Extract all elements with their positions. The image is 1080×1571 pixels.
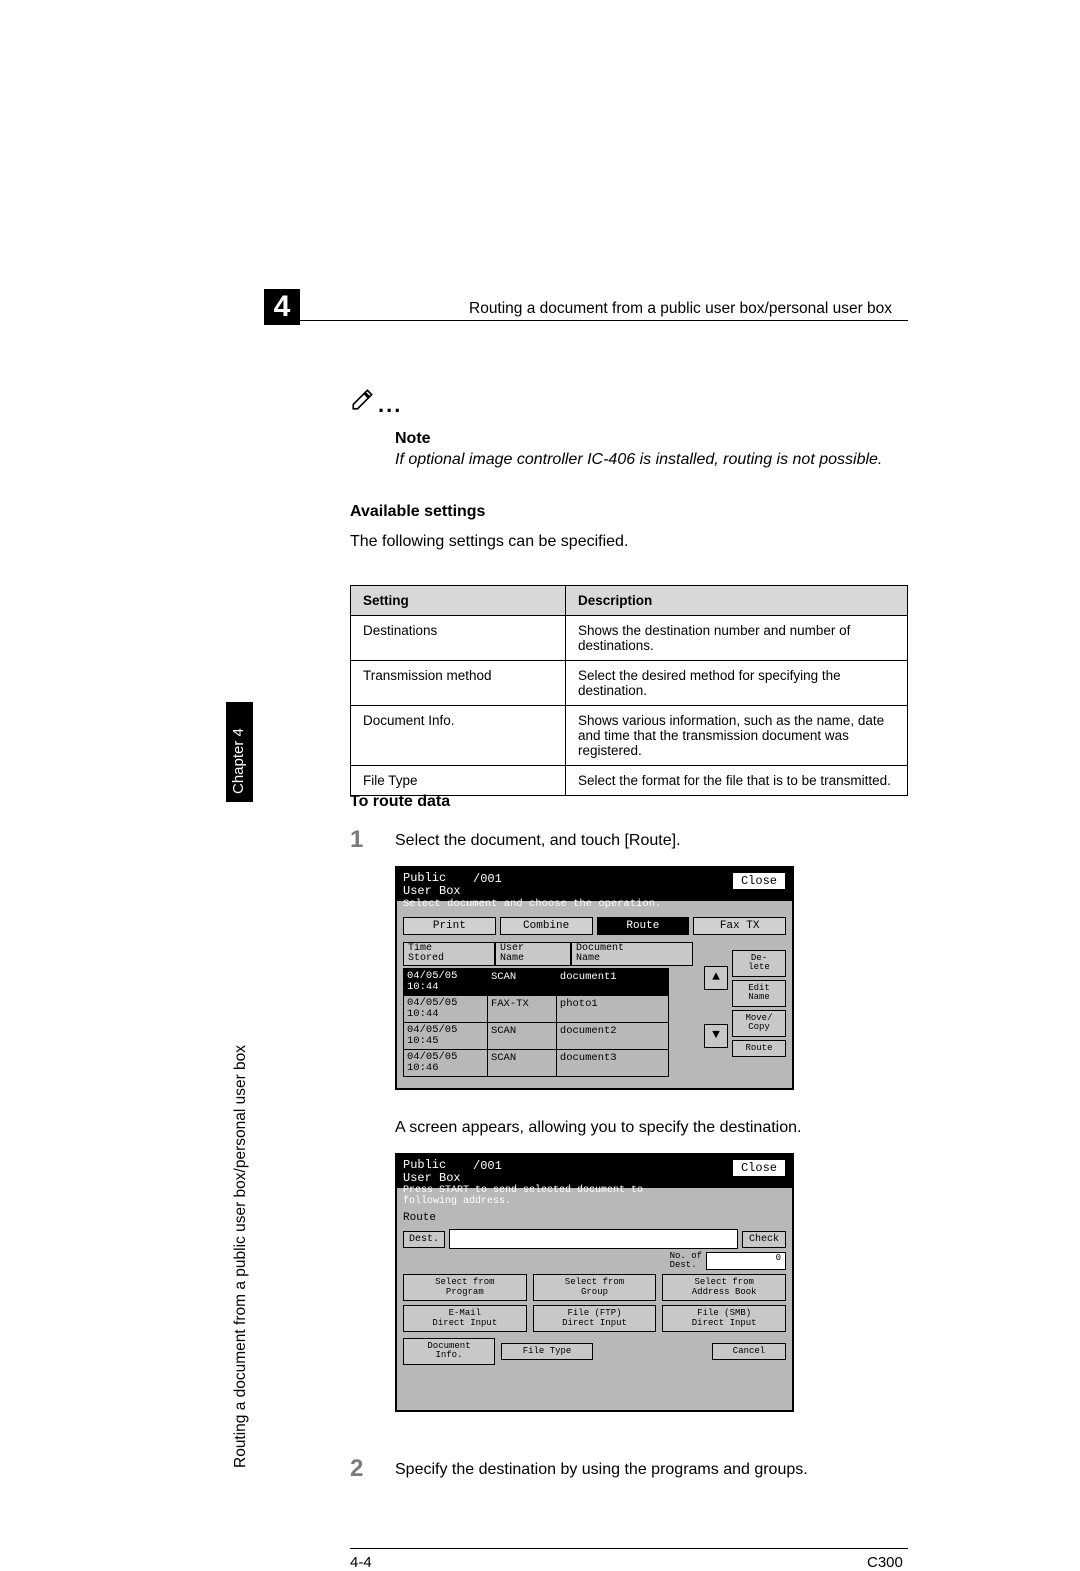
- route-heading: To route data: [350, 793, 450, 811]
- dest-field[interactable]: [449, 1229, 738, 1249]
- tab-combine[interactable]: Combine: [500, 917, 593, 935]
- chapter-tab: Chapter 4: [226, 702, 253, 802]
- document-info-button[interactable]: Document Info.: [403, 1338, 495, 1365]
- route-section-label: Route: [397, 1210, 792, 1226]
- step-2-number: 2: [350, 1455, 363, 1483]
- edit-name-button[interactable]: Edit Name: [732, 980, 786, 1007]
- select-from-group-button[interactable]: Select from Group: [533, 1274, 657, 1301]
- close-button[interactable]: Close: [732, 1159, 786, 1177]
- note-icon: [350, 386, 376, 417]
- cancel-button[interactable]: Cancel: [712, 1343, 786, 1360]
- step-1-text: Select the document, and touch [Route].: [395, 832, 681, 850]
- delete-button[interactable]: De- lete: [732, 950, 786, 977]
- chapter-number: 4: [264, 289, 300, 325]
- ftp-direct-input-button[interactable]: File (FTP) Direct Input: [533, 1305, 657, 1332]
- available-intro: The following settings can be specified.: [350, 533, 628, 551]
- available-heading: Available settings: [350, 503, 485, 521]
- scroll-down-icon[interactable]: ▼: [704, 1024, 728, 1048]
- dest-count-value: 0: [706, 1252, 786, 1270]
- smb-direct-input-button[interactable]: File (SMB) Direct Input: [662, 1305, 786, 1332]
- check-button[interactable]: Check: [742, 1231, 786, 1248]
- dest-label: Dest.: [403, 1231, 445, 1248]
- tab-route[interactable]: Route: [597, 917, 690, 935]
- tab-print[interactable]: Print: [403, 917, 496, 935]
- select-from-program-button[interactable]: Select from Program: [403, 1274, 527, 1301]
- screenshot-doclist: Public User Box /001 Select document and…: [395, 866, 794, 1090]
- dest-count-label: No. of Dest.: [670, 1252, 702, 1270]
- route-button[interactable]: Route: [732, 1040, 786, 1057]
- th-description: Description: [566, 586, 908, 616]
- th-setting: Setting: [351, 586, 566, 616]
- file-type-button[interactable]: File Type: [501, 1343, 593, 1360]
- screenshot-route: Public User Box /001 Press START to send…: [395, 1153, 794, 1412]
- scroll-up-icon[interactable]: ▲: [704, 966, 728, 990]
- email-direct-input-button[interactable]: E-Mail Direct Input: [403, 1305, 527, 1332]
- note-dots: ...: [378, 392, 402, 418]
- step-2-text: Specify the destination by using the pro…: [395, 1461, 808, 1479]
- close-button[interactable]: Close: [732, 872, 786, 890]
- doc-row[interactable]: 04/05/05 10:44SCANdocument1: [404, 969, 668, 996]
- step-1-result: A screen appears, allowing you to specif…: [395, 1119, 801, 1137]
- tab-fax[interactable]: Fax TX: [693, 917, 786, 935]
- select-from-address-book-button[interactable]: Select from Address Book: [662, 1274, 786, 1301]
- doc-row[interactable]: 04/05/05 10:46SCANdocument3: [404, 1050, 668, 1076]
- side-running-text: Routing a document from a public user bo…: [232, 1045, 250, 1468]
- footer-model: C300: [867, 1554, 903, 1571]
- settings-table: SettingDescription DestinationsShows the…: [350, 585, 908, 796]
- step-1-number: 1: [350, 826, 363, 854]
- page-header: Routing a document from a public user bo…: [469, 300, 892, 318]
- doc-row[interactable]: 04/05/05 10:44FAX-TXphoto1: [404, 996, 668, 1023]
- header-rule: [300, 320, 908, 321]
- doc-row[interactable]: 04/05/05 10:45SCANdocument2: [404, 1023, 668, 1050]
- note-label: Note: [395, 430, 431, 448]
- move-copy-button[interactable]: Move/ Copy: [732, 1010, 786, 1037]
- note-text: If optional image controller IC-406 is i…: [395, 451, 882, 469]
- footer-rule: [350, 1548, 908, 1549]
- footer-page: 4-4: [350, 1554, 372, 1571]
